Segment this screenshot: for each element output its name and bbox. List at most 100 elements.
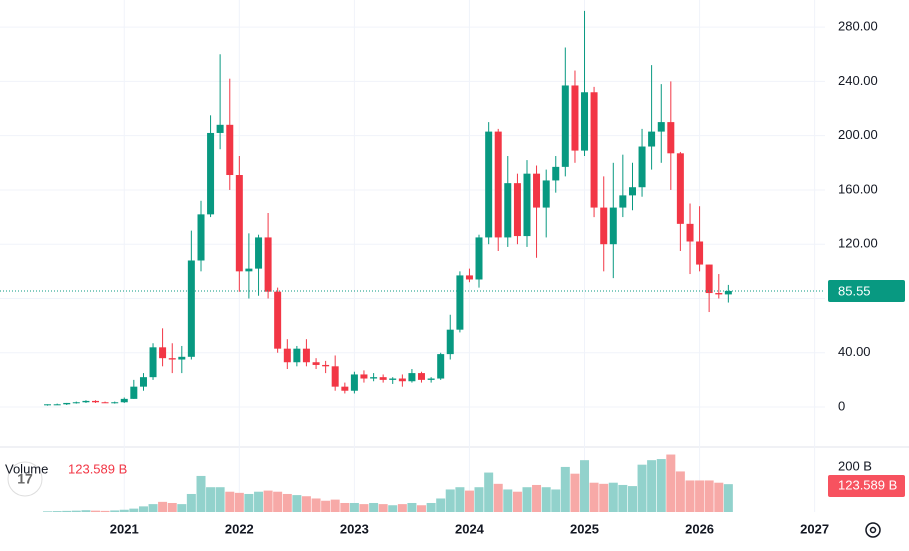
candle-body: [446, 329, 454, 355]
candle-body: [648, 131, 656, 147]
candle-body: [676, 153, 684, 224]
x-tick-label: 2023: [340, 521, 369, 536]
candle-body: [370, 377, 378, 379]
candle-body: [149, 347, 157, 378]
candle-body: [235, 175, 243, 272]
volume-bar: [234, 492, 244, 512]
volume-bar: [522, 487, 532, 512]
candle-body: [523, 173, 531, 237]
candle-body: [629, 187, 636, 196]
candle-body: [187, 260, 195, 357]
candle-body: [724, 290, 732, 295]
candle-body: [705, 264, 713, 294]
candle-body: [494, 131, 502, 238]
volume-bar: [416, 505, 426, 512]
candle-body: [513, 183, 521, 237]
volume-bar: [570, 473, 580, 512]
volume-bar: [628, 486, 637, 512]
candle-body: [609, 207, 617, 245]
settings-icon[interactable]: [865, 522, 881, 538]
candle-body: [331, 366, 339, 387]
candle-body: [379, 377, 387, 380]
x-tick-label: 2021: [110, 521, 139, 536]
volume-bar: [455, 487, 465, 512]
volume-bar: [599, 483, 609, 512]
candle-body: [465, 275, 473, 280]
x-tick-label: 2026: [685, 521, 714, 536]
logo: 17: [7, 461, 43, 497]
y-tick-label: 240.00: [838, 73, 878, 88]
volume-bar: [426, 502, 436, 512]
volume-bar: [81, 510, 91, 512]
candle-body: [178, 356, 186, 360]
candle-body: [63, 402, 71, 405]
candle-body: [245, 268, 253, 272]
candle-body: [139, 377, 147, 387]
volume-bar: [637, 464, 647, 512]
volume-bar: [436, 498, 446, 512]
volume-bar: [714, 482, 724, 512]
price-badge: [828, 279, 905, 302]
x-tick-label: 2024: [455, 521, 485, 536]
candle-body: [571, 85, 579, 151]
volume-bar: [311, 498, 321, 512]
volume-bar: [618, 484, 628, 512]
y-tick-label: 200.00: [838, 127, 878, 142]
candle-body: [207, 132, 215, 215]
volume-badge: [828, 475, 905, 497]
volume-bar: [484, 472, 494, 512]
volume-bar: [675, 471, 685, 512]
volume-bar: [301, 496, 311, 512]
candle-body: [504, 183, 512, 238]
candle-body: [667, 122, 675, 154]
candle-body: [686, 223, 694, 242]
candle-body: [293, 348, 301, 363]
candle-body: [283, 348, 291, 363]
x-tick-label: 2022: [225, 521, 254, 536]
volume-bar: [388, 505, 398, 512]
volume-bar: [512, 491, 522, 512]
volume-bar: [493, 483, 503, 512]
volume-legend-name: Volume: [5, 461, 48, 476]
candle-body: [350, 374, 358, 391]
candle-body: [72, 402, 80, 404]
volume-bar: [704, 480, 714, 512]
candle-body: [590, 92, 598, 208]
candle-body: [417, 373, 425, 380]
candle-body: [92, 400, 100, 403]
svg-text:17: 17: [17, 471, 33, 487]
volume-bar: [206, 487, 216, 512]
volume-bar: [589, 482, 599, 512]
candle-body: [696, 241, 704, 265]
candle-body: [600, 207, 608, 245]
volume-bar: [551, 489, 561, 512]
candle-body: [408, 373, 416, 382]
volume-bar: [359, 504, 369, 512]
volume-legend-value: 123.589 B: [68, 461, 127, 476]
volume-bar: [177, 504, 187, 512]
candle-body: [533, 173, 541, 208]
volume-bar: [340, 502, 350, 512]
volume-bar: [254, 491, 264, 512]
volume-bar: [666, 454, 676, 512]
candle-body: [619, 195, 627, 208]
candle-body: [216, 124, 224, 133]
candle-body: [197, 214, 205, 261]
candle-body: [389, 378, 397, 380]
volume-bar: [273, 491, 283, 512]
volume-bar: [43, 511, 53, 512]
volume-bar: [685, 480, 695, 512]
volume-bar: [541, 487, 551, 512]
volume-bar: [378, 504, 388, 512]
volume-bar: [407, 502, 417, 512]
candle-body: [274, 291, 282, 349]
volume-bar: [62, 510, 72, 512]
candle-body: [111, 402, 119, 404]
candle-body: [427, 378, 435, 380]
candle-body: [53, 404, 61, 406]
candle-body: [101, 402, 109, 404]
candle-body: [456, 275, 464, 330]
candle-body: [360, 374, 368, 379]
volume-bar: [110, 510, 120, 512]
